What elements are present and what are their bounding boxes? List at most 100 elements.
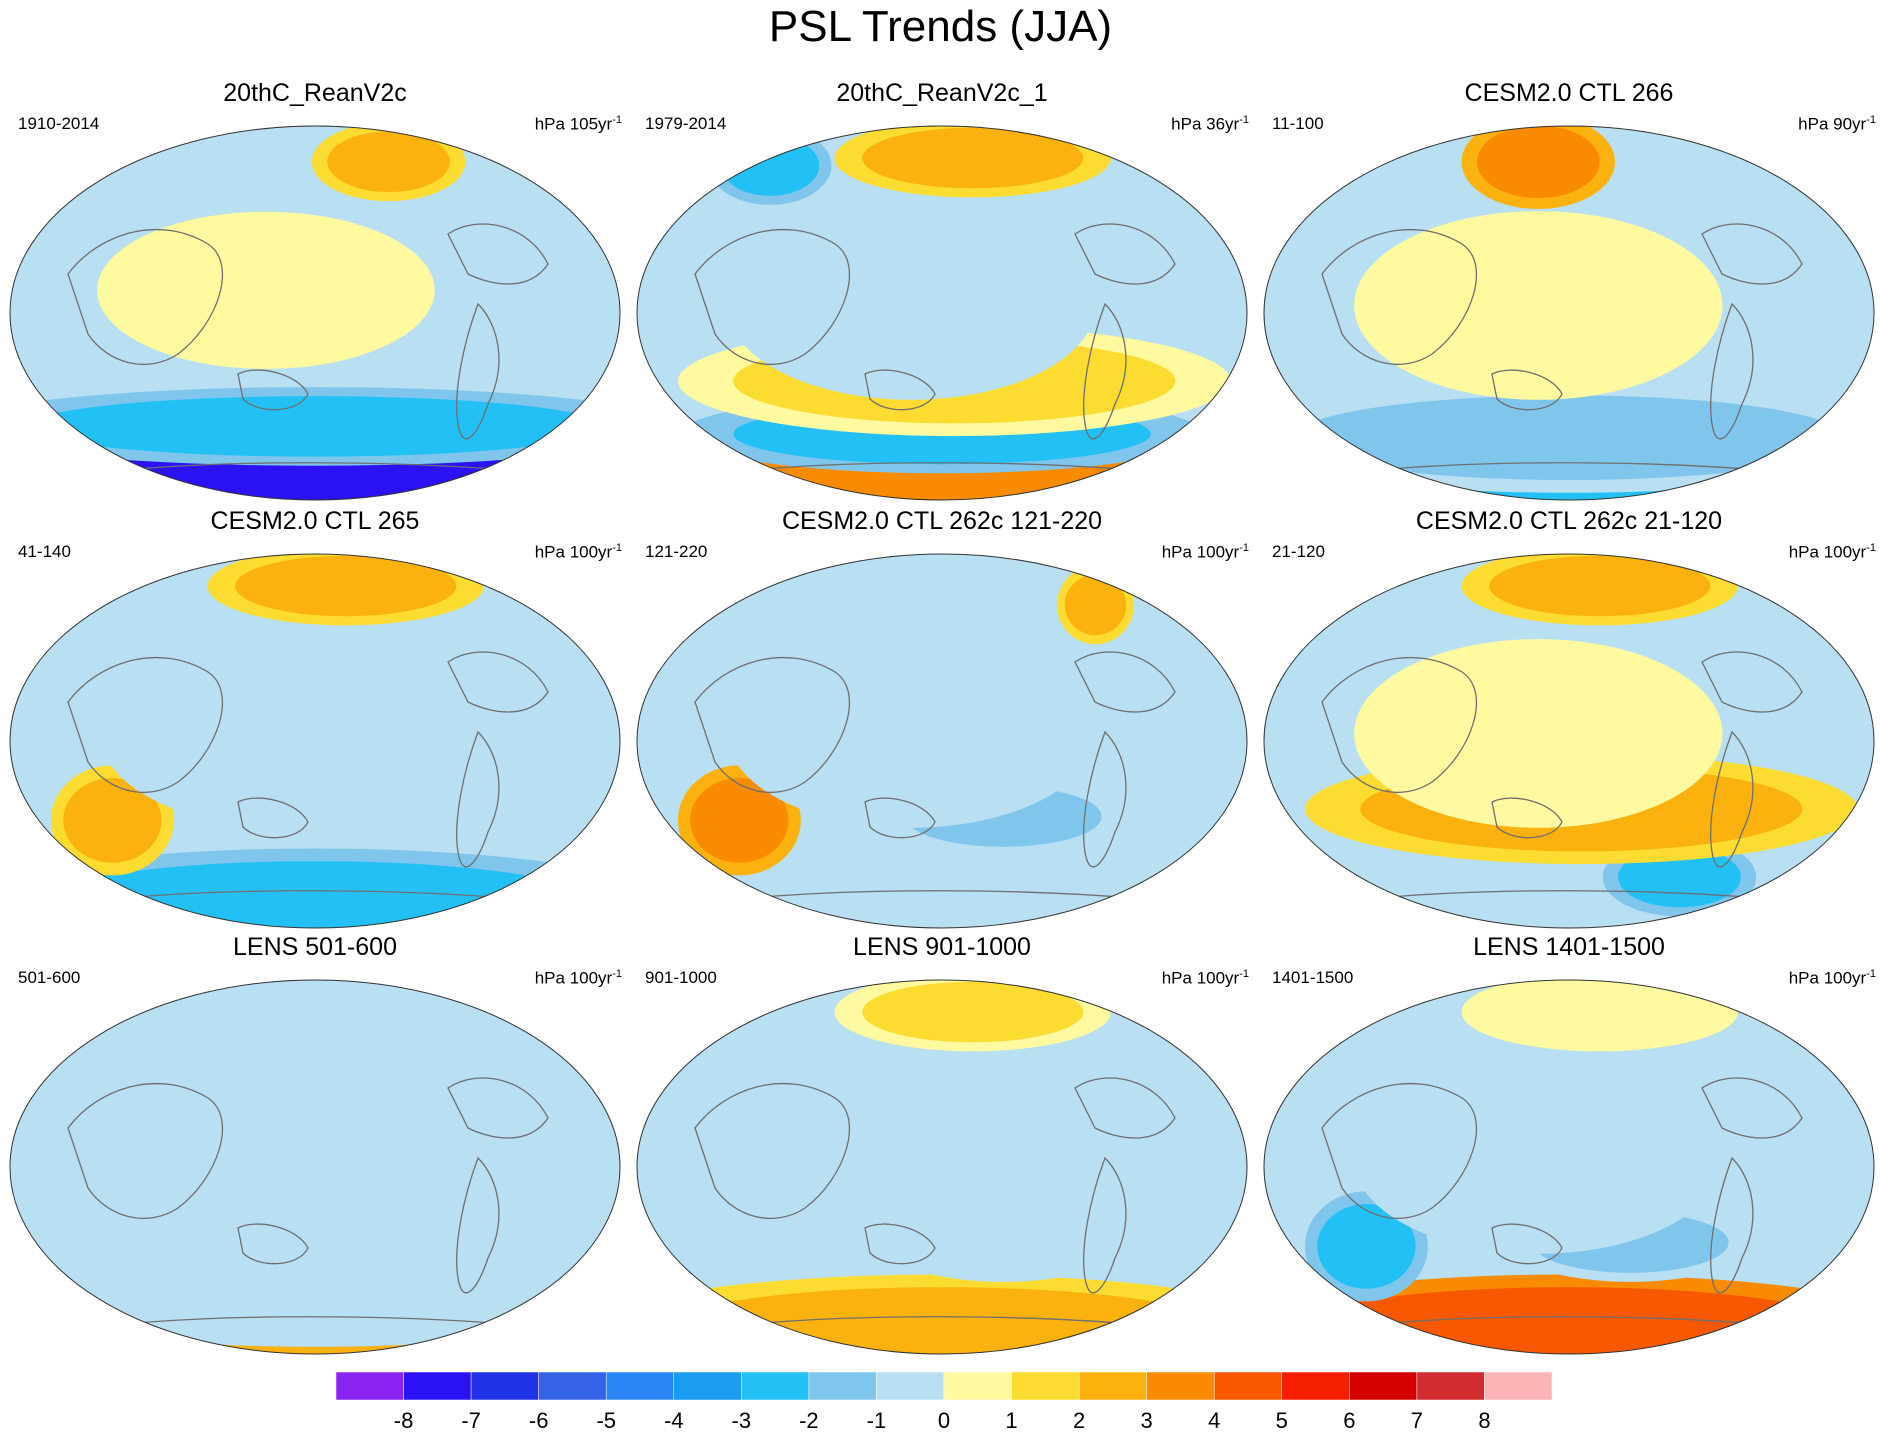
map-outline — [9, 553, 621, 929]
coastline — [1701, 1077, 1803, 1139]
panel-units-text: hPa 100yr — [1788, 542, 1867, 562]
trend-region — [1390, 660, 1686, 807]
panel-units-text: hPa 90yr — [1798, 114, 1867, 134]
coastline — [456, 730, 500, 868]
trend-region — [1317, 1204, 1416, 1289]
trend-region — [136, 660, 432, 807]
trend-region — [862, 981, 1084, 1043]
coastline — [1701, 223, 1803, 285]
colorbar-swatch — [673, 1372, 742, 1401]
coastline — [1701, 651, 1803, 713]
map-outline — [636, 553, 1248, 929]
colorbar-swatch — [1416, 1372, 1485, 1401]
colorbar-tick-label: -4 — [663, 1408, 684, 1433]
trend-region — [235, 555, 457, 617]
panel-title: LENS 901-1000 — [853, 933, 1031, 961]
map-outline — [9, 979, 621, 1355]
coastline — [694, 656, 851, 794]
figure-title: PSL Trends (JJA) — [768, 2, 1113, 51]
panel-units: hPa 100yr-1 — [1789, 538, 1876, 563]
colorbar-tick-label: 5 — [1275, 1408, 1288, 1433]
coastline — [237, 797, 309, 839]
panel-title: CESM2.0 CTL 266 — [1464, 79, 1674, 107]
colorbar-tick-label: 3 — [1140, 1408, 1153, 1433]
panel-period: 1910-2014 — [18, 114, 100, 133]
panel-period: 11-100 — [1272, 114, 1324, 133]
map-panel: LENS 901-1000 901-1000 hPa 100yr-1 — [635, 932, 1249, 1362]
trend-region — [1292, 395, 1846, 481]
panel-units-exponent: -1 — [1866, 968, 1876, 980]
panel-units-text: hPa 100yr — [1788, 968, 1867, 988]
coastline — [1491, 797, 1563, 839]
trend-region — [1489, 555, 1711, 617]
panel-period: 501-600 — [18, 968, 81, 987]
colorbar — [336, 1372, 1552, 1401]
colorbar-tick-label: 0 — [937, 1408, 951, 1433]
panel-units: hPa 100yr-1 — [535, 538, 622, 563]
panel-units-text: hPa 100yr — [1161, 968, 1240, 988]
panel-units-exponent: -1 — [1239, 114, 1249, 126]
panel-period: 41-140 — [18, 542, 71, 561]
colorbar-swatch — [808, 1372, 877, 1401]
coastline — [1710, 302, 1754, 440]
colorbar-swatch — [741, 1372, 810, 1401]
trend-region — [1476, 126, 1600, 199]
coastline — [237, 369, 309, 411]
map-panel: CESM2.0 CTL 262c 21-120 21-120 hPa 100yr-1 — [1262, 506, 1876, 936]
coastline — [67, 1082, 224, 1220]
panel-period: 1979-2014 — [645, 114, 727, 133]
coastline — [1074, 651, 1176, 713]
coastline — [1321, 228, 1478, 366]
trend-region — [130, 229, 401, 351]
coastline — [447, 223, 549, 285]
colorbar-swatch — [1349, 1372, 1418, 1401]
trend-region — [1390, 232, 1686, 379]
trend-region — [136, 1086, 432, 1233]
coastline — [1083, 730, 1127, 868]
coastline — [1074, 1077, 1176, 1139]
trend-map — [636, 553, 1248, 929]
coastline — [67, 228, 224, 366]
coastline — [1321, 1082, 1478, 1220]
panel-title: LENS 1401-1500 — [1473, 933, 1665, 961]
panel-title: CESM2.0 CTL 262c 121-220 — [781, 507, 1103, 535]
map-outline — [9, 125, 621, 501]
coastline — [456, 302, 500, 440]
colorbar-swatch — [876, 1372, 945, 1401]
trend-map — [1263, 125, 1875, 501]
colorbar-swatch — [1484, 1372, 1552, 1401]
trend-region — [38, 1249, 592, 1335]
colorbar-tick-label: -3 — [731, 1408, 752, 1433]
colorbar-tick-label: -7 — [461, 1408, 481, 1433]
colorbar-swatch — [403, 1372, 472, 1401]
trend-map — [1263, 553, 1875, 929]
panel-period: 1401-1500 — [1272, 968, 1354, 987]
trend-region — [720, 135, 820, 196]
coastline — [447, 1077, 549, 1139]
coastline — [237, 1223, 309, 1265]
trend-region — [327, 131, 451, 193]
trend-region — [862, 127, 1084, 189]
trend-region — [26, 396, 604, 457]
colorbar-tick-label: 7 — [1410, 1408, 1423, 1433]
colorbar-tick-label: 2 — [1072, 1408, 1086, 1433]
coastline — [1491, 369, 1563, 411]
panel-units-exponent: -1 — [1866, 542, 1876, 554]
trend-region — [63, 778, 162, 863]
panel-units-text: hPa 105yr — [534, 114, 613, 134]
panel-units-text: hPa 36yr — [1171, 114, 1240, 134]
colorbar-swatch — [470, 1372, 539, 1401]
trend-region — [763, 1086, 1059, 1233]
panel-title: CESM2.0 CTL 265 — [210, 507, 420, 535]
trend-map — [1263, 979, 1875, 1355]
map-outline — [636, 979, 1248, 1355]
map-outline — [636, 125, 1248, 501]
coastline — [1083, 1156, 1127, 1294]
panel-units-exponent: -1 — [612, 114, 622, 126]
trend-region — [1390, 1086, 1686, 1233]
map-outline — [1263, 979, 1875, 1355]
map-panel: 20thC_ReanV2c 1910-2014 hPa 105yr-1 — [8, 78, 622, 508]
map-panel: CESM2.0 CTL 262c 121-220 121-220 hPa 100yr… — [635, 506, 1249, 936]
map-panel: CESM2.0 CTL 265 41-140 hPa 100yr-1 — [8, 506, 622, 936]
panel-title: 20thC_ReanV2c_1 — [836, 79, 1048, 107]
